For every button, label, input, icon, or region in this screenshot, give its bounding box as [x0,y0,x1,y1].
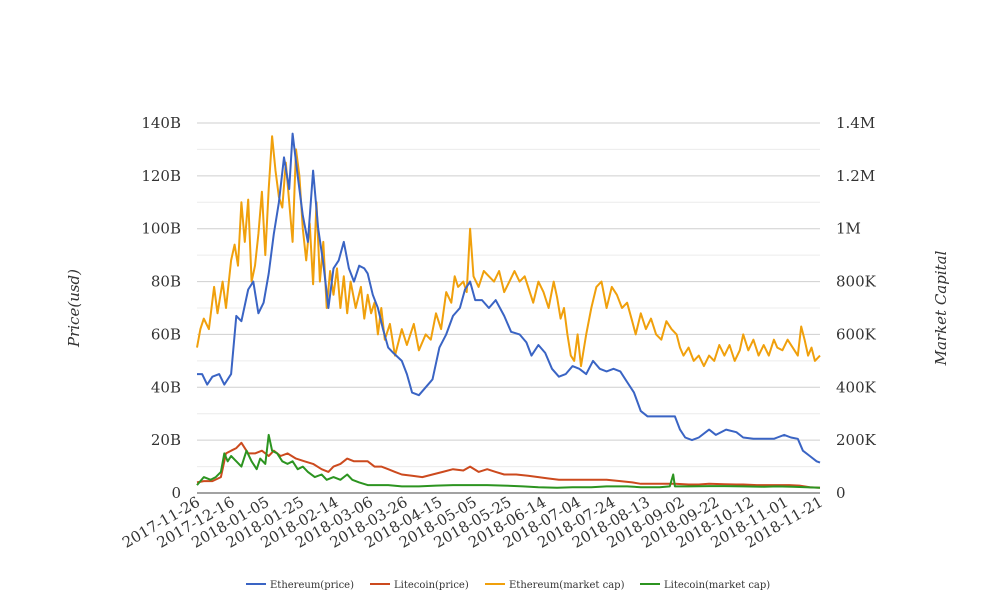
legend-item: Ethereum(market cap) [485,580,625,591]
y-right-tick-label: 800K [836,273,877,291]
y-left-tick-label: 140B [141,114,181,132]
series-lines [196,132,821,489]
series-line-ethereum-price [197,132,821,464]
y-left-tick-label: 80B [151,273,181,291]
legend-label: Litecoin(market cap) [664,580,770,591]
y-left-tick-labels: 0 20B 40B 60B 80B 100B 120B 140B [141,114,181,502]
legend: Ethereum(price) Litecoin(price) Ethereum(m… [246,580,770,591]
legend-item: Litecoin(price) [370,580,469,591]
y-left-tick-label: 0 [171,484,181,502]
y-left-axis-title: Price(usd) [65,269,83,348]
legend-item: Litecoin(market cap) [640,580,770,591]
y-left-tick-label: 20B [151,431,181,449]
legend-label: Litecoin(price) [394,580,469,591]
y-left-tick-label: 60B [151,325,181,343]
y-right-tick-label: 1.4M [836,114,875,132]
y-left-tick-label: 40B [151,378,181,396]
y-right-tick-label: 0 [836,484,846,502]
y-right-tick-label: 1M [836,220,861,238]
legend-label: Ethereum(market cap) [509,580,625,591]
y-right-tick-label: 600K [836,325,877,343]
series-line-litecoin-price [196,441,821,489]
y-left-tick-label: 120B [141,167,181,185]
y-right-tick-label: 1.2M [836,167,875,185]
y-right-tick-label: 200K [836,431,877,449]
y-left-tick-label: 100B [141,220,181,238]
y-right-axis-title: Market Capital [932,250,950,366]
x-tick-labels: 2017-11-262017-12-162018-01-052018-01-25… [119,493,826,552]
series-line-litecoin-market-cap [196,433,821,489]
legend-label: Ethereum(price) [270,580,354,591]
y-right-tick-label: 400K [836,378,877,396]
y-right-tick-labels: 0 200K 400K 600K 800K 1M 1.2M 1.4M [836,114,877,502]
legend-item: Ethereum(price) [246,580,354,591]
